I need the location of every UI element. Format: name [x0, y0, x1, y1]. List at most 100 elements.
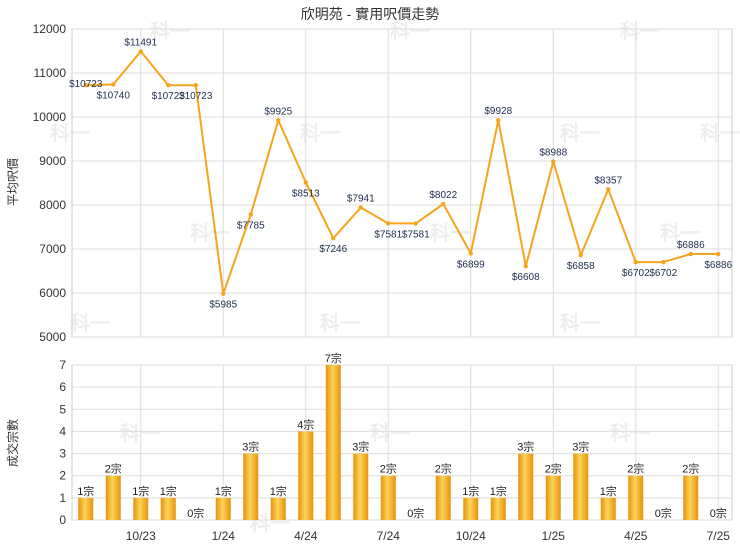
price-data-label: $6886	[677, 240, 705, 251]
price-data-label: $7581	[402, 229, 430, 240]
price-data-label: $8022	[429, 190, 457, 201]
price-data-label: $8988	[539, 148, 567, 159]
watermark-text: 科一	[190, 221, 230, 245]
price-point	[551, 159, 556, 164]
count-bar-label: 1宗	[132, 484, 149, 498]
count-bar	[270, 497, 286, 520]
price-data-label: $6899	[457, 259, 485, 270]
count-bar-label: 0宗	[187, 506, 204, 520]
bar-y-tick-label: 7	[59, 358, 66, 372]
x-tick-label: 7/24	[377, 529, 401, 543]
bar-y-tick-label: 6	[59, 380, 66, 394]
count-bar	[353, 453, 369, 520]
count-bar	[298, 431, 314, 520]
price-data-label: $7941	[347, 194, 375, 205]
count-bar	[133, 497, 149, 520]
price-data-label: $8513	[292, 188, 320, 199]
count-bar-label: 1宗	[160, 484, 177, 498]
count-bar	[545, 475, 561, 520]
line-y-tick-label: 10000	[33, 110, 67, 124]
count-bar-label: 2宗	[435, 462, 452, 476]
watermark-text: 科一	[560, 311, 600, 335]
count-bar	[463, 497, 479, 520]
price-data-label: $10723	[69, 79, 103, 90]
price-point	[303, 180, 308, 185]
bar-y-tick-label: 4	[59, 424, 66, 438]
price-point	[248, 212, 253, 217]
count-bar-label: 0宗	[407, 506, 424, 520]
bar-y-tick-label: 5	[59, 402, 66, 416]
watermark-text: 科一	[620, 19, 660, 43]
price-point	[111, 82, 116, 87]
price-data-label: $7246	[319, 244, 347, 255]
count-bar	[683, 475, 699, 520]
price-point	[83, 82, 88, 88]
line-plot-frame	[71, 28, 733, 338]
price-data-label: $7581	[374, 229, 402, 240]
price-point	[138, 49, 143, 54]
price-data-label: $10740	[97, 90, 131, 101]
count-bar	[490, 497, 506, 520]
watermark-text: 科一	[70, 311, 110, 335]
price-point	[578, 253, 583, 258]
watermark-text: 科一	[120, 421, 160, 445]
price-data-label: $11491	[124, 37, 157, 48]
line-y-tick-label: 5000	[39, 330, 66, 344]
count-bar-label: 2宗	[105, 462, 122, 476]
price-data-label: $10723	[179, 91, 213, 102]
count-bar-label: 0宗	[710, 506, 727, 520]
price-point	[386, 221, 391, 226]
x-tick-label: 7/25	[707, 529, 731, 543]
count-bar	[105, 475, 121, 520]
price-point	[441, 201, 446, 207]
count-bar	[325, 365, 341, 520]
line-y-tick-label: 11000	[34, 66, 67, 80]
price-point	[221, 291, 226, 296]
price-point	[468, 251, 473, 256]
count-bar	[518, 453, 534, 520]
bar-y-tick-label: 3	[59, 447, 66, 461]
price-data-label: $9928	[484, 106, 512, 117]
price-data-label: $6702	[649, 268, 677, 279]
x-tick-label: 4/24	[294, 529, 318, 543]
count-bar	[573, 453, 589, 520]
price-data-label: $7785	[237, 220, 265, 231]
x-tick-label: 1/24	[212, 529, 236, 543]
watermark-text: 科一	[50, 121, 90, 145]
label-layer: 5000 6000 7000 8000 9000 10000 11000 12000 0 1 2 3 4…	[33, 22, 733, 543]
price-data-label: $6608	[512, 272, 540, 283]
count-bar-label: 1宗	[462, 484, 479, 498]
price-data-label: $10723	[152, 91, 186, 102]
plot-layer	[78, 49, 721, 520]
count-bar	[380, 475, 396, 520]
count-bar	[600, 497, 616, 520]
count-bar-label: 1宗	[490, 484, 507, 498]
price-data-label: $9925	[264, 106, 292, 117]
price-point	[413, 221, 418, 226]
x-tick-label: 1/25	[542, 529, 566, 543]
count-bar	[160, 497, 176, 520]
price-point	[606, 187, 611, 192]
price-point	[358, 205, 363, 210]
count-bar-label: 2宗	[682, 462, 699, 476]
count-bar-label: 4宗	[297, 417, 314, 431]
count-bar-label: 1宗	[77, 484, 94, 498]
watermark-text: 科一	[320, 311, 360, 335]
line-y-tick-label: 12000	[33, 22, 67, 36]
watermark-text: 科一	[660, 221, 700, 245]
line-y-tick-label: 7000	[39, 242, 66, 256]
count-bar-label: 1宗	[600, 484, 617, 498]
count-bar-label: 3宗	[242, 440, 259, 454]
price-point	[688, 251, 693, 257]
bar-y-tick-label: 1	[59, 491, 66, 505]
x-tick-label: 10/24	[456, 529, 486, 543]
watermark-text: 科一	[300, 121, 340, 145]
watermark-text: 科一	[150, 19, 190, 43]
line-y-tick-label: 9000	[39, 154, 66, 168]
count-bar-label: 1宗	[270, 484, 287, 498]
count-bar-label: 1宗	[215, 484, 232, 498]
watermark-text: 科一	[370, 421, 410, 445]
price-point	[276, 118, 281, 123]
